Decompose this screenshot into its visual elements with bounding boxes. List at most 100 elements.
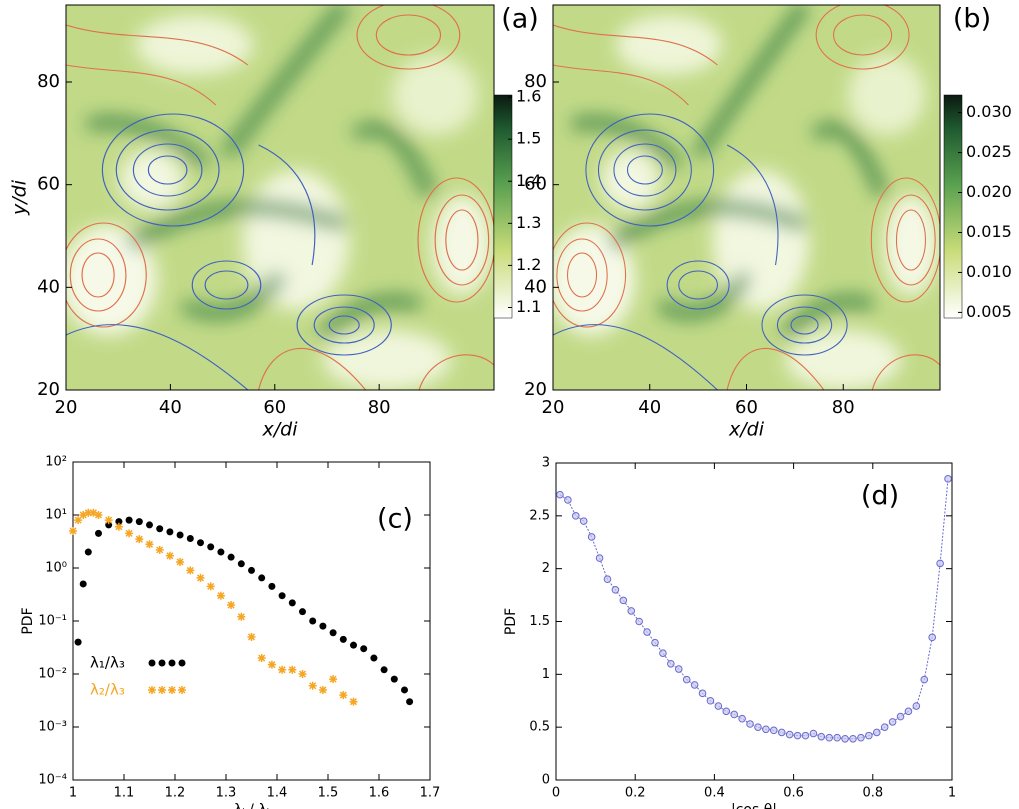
point [217, 548, 225, 556]
panel-label: (b) [953, 4, 991, 35]
legend-marker [178, 686, 186, 694]
point [339, 691, 348, 700]
point [216, 591, 225, 600]
colorbar-tick-label: 1.1 [516, 297, 541, 316]
point [176, 531, 184, 539]
point [857, 733, 865, 742]
y-tick-label: 1.5 [529, 614, 550, 629]
point [401, 686, 408, 694]
point [165, 551, 174, 560]
point [186, 535, 194, 543]
point [69, 526, 77, 535]
y-tick-label: 2 [542, 561, 550, 576]
point [595, 554, 604, 562]
point [79, 511, 88, 519]
point [156, 525, 164, 533]
point [667, 659, 675, 668]
x-axis-label: |cos θ| [731, 802, 777, 809]
x-tick-label: 0.8 [862, 786, 883, 801]
x-tick-label: 0.4 [704, 786, 725, 801]
point [572, 512, 580, 520]
legend-marker [178, 659, 186, 667]
y-tick-label: 10⁰ [45, 561, 67, 576]
point [714, 702, 723, 710]
colorbar-tick-label: 0.010 [966, 262, 1012, 281]
point [207, 543, 215, 551]
point [841, 734, 849, 743]
y-tick-label: 3 [542, 456, 550, 471]
point [730, 710, 739, 719]
y-tick-label: 20 [524, 379, 547, 400]
point [603, 575, 612, 584]
point [135, 518, 143, 526]
y-tick-label: 1 [542, 667, 550, 682]
point [564, 496, 572, 504]
point [308, 681, 317, 690]
point [95, 529, 102, 537]
panel-label: (a) [501, 4, 539, 35]
point [825, 733, 834, 742]
y-tick-label: 80 [37, 71, 60, 92]
colorbar-tick-label: 1.2 [516, 255, 541, 274]
point [944, 475, 952, 483]
point [288, 665, 297, 674]
point [777, 728, 786, 737]
point [659, 649, 667, 658]
point [74, 516, 83, 525]
point [912, 702, 921, 710]
point [370, 654, 378, 662]
point [801, 731, 810, 740]
legend-marker [148, 659, 156, 667]
point [738, 714, 746, 723]
x-axis-label: x/di [262, 419, 299, 441]
point [643, 628, 651, 636]
point [104, 516, 113, 525]
point [84, 508, 93, 517]
x-tick-label: 1.3 [216, 786, 237, 801]
point [247, 632, 256, 641]
point [329, 675, 338, 684]
y-tick-label: 40 [524, 276, 547, 297]
point [227, 553, 235, 561]
point [298, 670, 307, 678]
y-tick-label: 2.5 [529, 508, 550, 523]
point [793, 731, 802, 740]
point [682, 675, 691, 684]
y-tick-label: 10⁻³ [38, 720, 67, 735]
point [746, 720, 754, 728]
point [579, 517, 588, 525]
colorbar-tick-label: 0.025 [966, 142, 1012, 161]
point [674, 665, 683, 673]
point [278, 592, 286, 600]
x-tick-label: 40 [638, 397, 661, 418]
point [339, 635, 347, 643]
point [196, 573, 205, 582]
point [817, 732, 826, 741]
field-image [548, 1, 941, 390]
point [89, 508, 98, 517]
point [635, 617, 643, 626]
y-tick-label: 0 [542, 773, 550, 788]
point [114, 522, 123, 531]
point [79, 580, 87, 588]
point [865, 731, 873, 740]
plot-area [73, 462, 430, 780]
point [125, 529, 134, 538]
point [176, 557, 185, 566]
colorbar-tick-label: 1.4 [516, 171, 541, 190]
point [155, 545, 164, 554]
point [145, 540, 154, 549]
colorbar-tick-label: 0.015 [966, 222, 1012, 241]
x-tick-label: 80 [832, 397, 855, 418]
point [785, 730, 794, 739]
point [651, 638, 659, 647]
y-tick-label: 60 [37, 174, 60, 195]
point [319, 622, 327, 630]
x-tick-label: 1 [69, 786, 77, 801]
x-tick-label: 1.5 [318, 786, 339, 801]
x-tick-label: 60 [735, 397, 758, 418]
point [329, 629, 337, 637]
y-tick-label: 40 [37, 276, 60, 297]
legend-marker [158, 686, 166, 694]
